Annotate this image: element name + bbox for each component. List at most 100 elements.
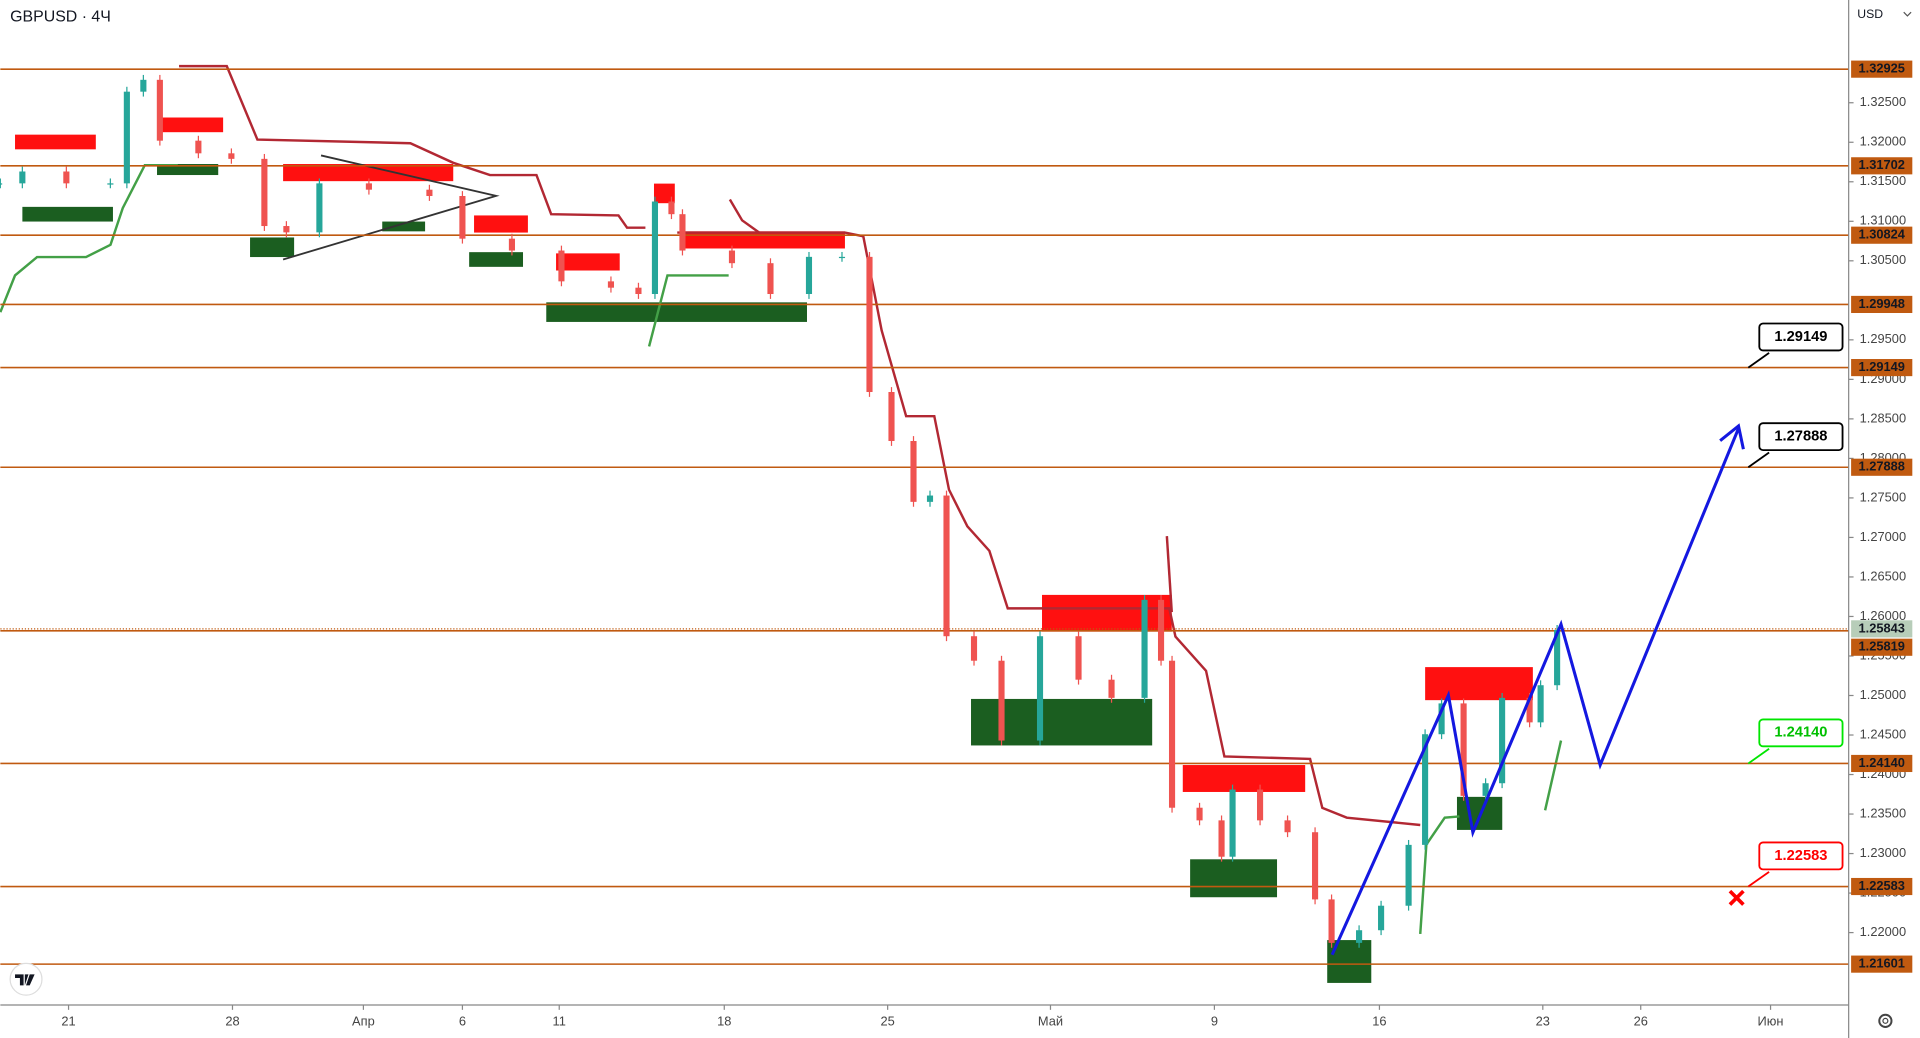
callout-pointer xyxy=(1747,871,1770,888)
level-label: 1.21601 xyxy=(1858,956,1904,971)
level-box xyxy=(1851,458,1913,476)
x-tick-label: 6 xyxy=(459,1013,466,1028)
level-label: 1.31702 xyxy=(1858,157,1904,172)
y-tick-label: 1.32500 xyxy=(1860,94,1906,109)
candle xyxy=(888,392,895,442)
candle xyxy=(635,287,642,295)
y-tick-label: 1.23000 xyxy=(1860,845,1906,860)
y-tick-label: 1.30500 xyxy=(1860,252,1906,267)
candle xyxy=(607,281,615,288)
y-tick-label: 1.32000 xyxy=(1860,134,1906,149)
candle xyxy=(1036,636,1044,741)
candle xyxy=(195,140,202,154)
candle xyxy=(838,256,846,259)
x-tick-label: Май xyxy=(1038,1013,1063,1028)
y-tick-label: 1.25000 xyxy=(1860,687,1906,702)
candle xyxy=(1378,905,1385,931)
candle xyxy=(1328,899,1335,943)
candle xyxy=(365,183,372,190)
tv-logo xyxy=(9,962,43,996)
callout-box xyxy=(1758,322,1844,352)
candle xyxy=(1196,807,1203,821)
candle xyxy=(970,636,978,661)
settings-icon[interactable] xyxy=(1878,1013,1893,1028)
axis-labels: 1.32500 1.32000 1.31500 1.31000 1.30500 1.295… xyxy=(61,60,1913,1028)
level-box xyxy=(1851,226,1913,244)
candle xyxy=(679,214,686,251)
levels: 1.29149 1.27888 1.24140 1.22583 xyxy=(0,68,1849,965)
currency[interactable]: USD xyxy=(1857,7,1883,21)
y-tick-label: 1.24500 xyxy=(1860,726,1906,741)
x-tick-label: 23 xyxy=(1536,1013,1550,1028)
x-tick-label: 16 xyxy=(1372,1013,1386,1028)
level-box xyxy=(1851,295,1913,314)
level-label: 1.24140 xyxy=(1858,755,1904,770)
x-tick-label: 9 xyxy=(1211,1013,1218,1028)
candle xyxy=(1482,783,1489,796)
candle xyxy=(508,238,515,251)
level-box xyxy=(1851,754,1913,773)
y-tick-label: 1.23500 xyxy=(1860,805,1906,820)
candle xyxy=(728,250,736,264)
level-label: 1.32925 xyxy=(1858,61,1904,76)
y-tick-label: 1.27500 xyxy=(1860,489,1906,504)
callout-pointer xyxy=(1747,451,1770,468)
candle xyxy=(107,183,114,185)
candle xyxy=(1312,832,1319,900)
candle xyxy=(767,263,774,295)
level-box xyxy=(1851,638,1913,656)
candle xyxy=(1537,685,1544,723)
y-tick-label: 1.29500 xyxy=(1860,331,1906,346)
callout-box xyxy=(1758,718,1844,748)
level-label: 1.25819 xyxy=(1858,639,1904,654)
candle xyxy=(1405,844,1412,906)
currency-dropdown[interactable] xyxy=(1903,11,1912,17)
callout-label: 1.27888 xyxy=(1774,429,1827,445)
candle xyxy=(651,201,659,295)
candle xyxy=(1526,697,1533,723)
candle xyxy=(0,183,3,185)
y-tick-label: 1.27000 xyxy=(1860,529,1906,544)
candles xyxy=(0,74,1561,948)
candle xyxy=(866,256,873,393)
x-tick-label: Апр xyxy=(352,1013,375,1028)
callout-box xyxy=(1758,841,1844,871)
callout-pointer xyxy=(1747,352,1770,369)
candle xyxy=(1499,697,1506,784)
candle xyxy=(1356,930,1363,943)
candle xyxy=(1157,599,1165,661)
x-tick-label: 18 xyxy=(717,1013,731,1028)
candle xyxy=(459,196,466,239)
candle xyxy=(1168,660,1176,808)
level-box xyxy=(1851,877,1913,896)
candle xyxy=(1460,703,1467,796)
zones xyxy=(15,117,1533,983)
candle xyxy=(1257,789,1264,821)
y-tick-label: 1.26500 xyxy=(1860,568,1906,583)
candle xyxy=(1422,734,1429,845)
level-box xyxy=(1851,60,1913,78)
level-box xyxy=(1851,955,1913,973)
callout-label: 1.22583 xyxy=(1774,848,1827,864)
last-price-box xyxy=(1851,620,1913,638)
candle xyxy=(1554,629,1561,686)
symbol-title: GBPUSD · 4Ч xyxy=(10,8,111,25)
candle xyxy=(1284,820,1291,833)
candle xyxy=(1229,789,1236,857)
candle xyxy=(1438,703,1445,735)
candle xyxy=(1218,820,1225,857)
x-tick-label: 21 xyxy=(61,1013,75,1028)
supertrend xyxy=(0,64,1563,935)
candle xyxy=(668,201,675,215)
candle xyxy=(316,183,323,233)
level-label: 1.30824 xyxy=(1858,227,1905,242)
candle xyxy=(558,250,565,282)
candle xyxy=(1108,679,1115,698)
level-box xyxy=(1851,359,1913,377)
candle xyxy=(910,441,917,502)
last-price-label: 1.25843 xyxy=(1858,620,1904,635)
candle xyxy=(805,256,813,295)
candle xyxy=(19,171,26,184)
